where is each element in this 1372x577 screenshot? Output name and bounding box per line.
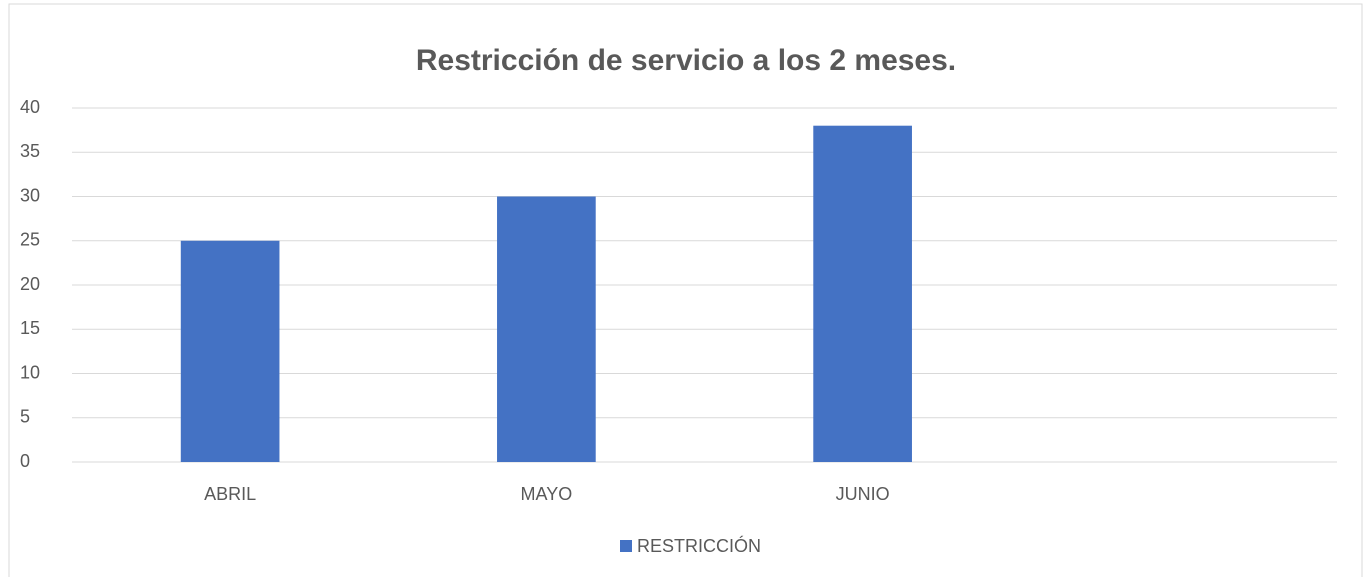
legend-swatch [620,540,632,552]
bar [813,125,912,462]
bar [180,240,280,462]
y-tick-label: 5 [20,407,30,427]
x-tick-label: ABRIL [204,484,256,504]
y-tick-label: 30 [20,185,40,205]
x-tick-label: JUNIO [836,484,890,504]
legend-label: RESTRICCIÓN [637,535,761,556]
y-tick-label: 25 [20,230,40,250]
y-tick-label: 15 [20,318,40,338]
x-tick-label: MAYO [521,484,573,504]
y-tick-label: 40 [20,97,40,117]
y-tick-label: 0 [20,451,30,471]
y-tick-label: 10 [20,362,40,382]
y-tick-label: 20 [20,274,40,294]
chart-title: Restricción de servicio a los 2 meses. [416,44,956,77]
bar [497,196,596,462]
y-tick-label: 35 [20,141,40,161]
